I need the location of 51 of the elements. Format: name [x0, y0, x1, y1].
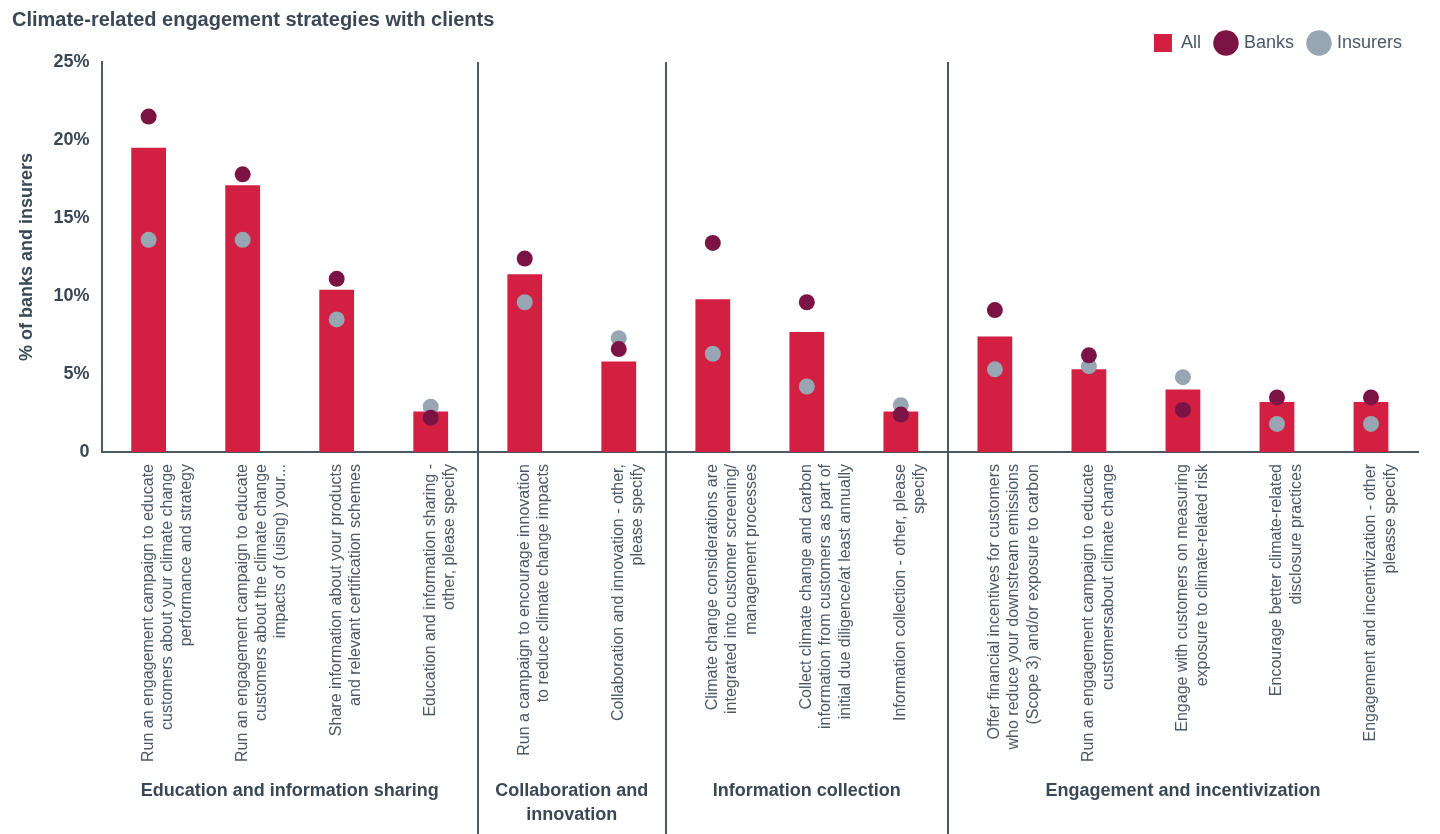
bar	[789, 331, 825, 453]
point	[328, 270, 345, 287]
point	[234, 231, 251, 248]
bar	[319, 289, 355, 453]
bar	[1071, 369, 1107, 453]
text: Education and information sharing	[139, 779, 440, 802]
bar	[1165, 389, 1201, 453]
bar	[695, 299, 731, 453]
point	[704, 234, 721, 251]
point	[140, 108, 157, 125]
y-axis-title: % of banks and insurers	[15, 152, 36, 362]
text: Information collection	[711, 779, 902, 802]
y-tick-label: 0	[79, 440, 90, 461]
point	[516, 294, 533, 311]
point	[986, 361, 1003, 378]
point	[704, 345, 721, 362]
x-tick-label: Information collection - other, please specify	[891, 463, 928, 722]
bar	[225, 185, 261, 453]
point	[328, 311, 345, 328]
bar	[601, 361, 637, 453]
text: Collaboration and innovation	[494, 779, 650, 826]
point	[1080, 347, 1097, 364]
point	[1268, 389, 1285, 406]
legend-label: All	[1180, 31, 1201, 52]
legend-label: Insurers	[1336, 31, 1403, 52]
point	[798, 378, 815, 395]
point	[422, 409, 439, 426]
y-tick-label: 10%	[53, 284, 90, 305]
bar	[977, 336, 1013, 453]
bar	[131, 147, 167, 453]
point	[1174, 401, 1191, 418]
legend-label: Banks	[1243, 31, 1294, 52]
y-tick-label: 20%	[53, 128, 90, 149]
y-tick-label: 5%	[63, 362, 90, 383]
text: Engagement and incentivization	[1044, 779, 1322, 802]
point	[986, 302, 1003, 319]
y-tick-label: 15%	[53, 206, 90, 227]
point	[1362, 389, 1379, 406]
x-tick-label: Run an engagement campaign to educate customers about your climate change performance and strategy	[139, 463, 195, 763]
point	[1174, 369, 1191, 386]
point	[140, 231, 157, 248]
point	[234, 166, 251, 183]
chart-title: Climate-related engagement strategies with clients	[12, 7, 495, 30]
point	[798, 294, 815, 311]
point	[892, 406, 909, 423]
bar	[507, 274, 543, 453]
bar	[883, 411, 919, 453]
y-tick-label: 25%	[53, 50, 90, 71]
point	[610, 341, 627, 358]
point	[516, 250, 533, 267]
x-tick-label: Run an engagement campaign to educate customers about the climate change impacts of (uisng) your...	[233, 463, 289, 763]
